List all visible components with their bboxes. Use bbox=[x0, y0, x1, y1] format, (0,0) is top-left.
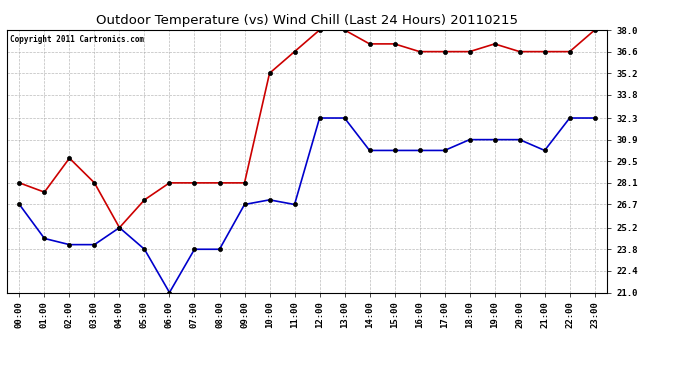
Title: Outdoor Temperature (vs) Wind Chill (Last 24 Hours) 20110215: Outdoor Temperature (vs) Wind Chill (Las… bbox=[96, 15, 518, 27]
Text: Copyright 2011 Cartronics.com: Copyright 2011 Cartronics.com bbox=[10, 35, 144, 44]
